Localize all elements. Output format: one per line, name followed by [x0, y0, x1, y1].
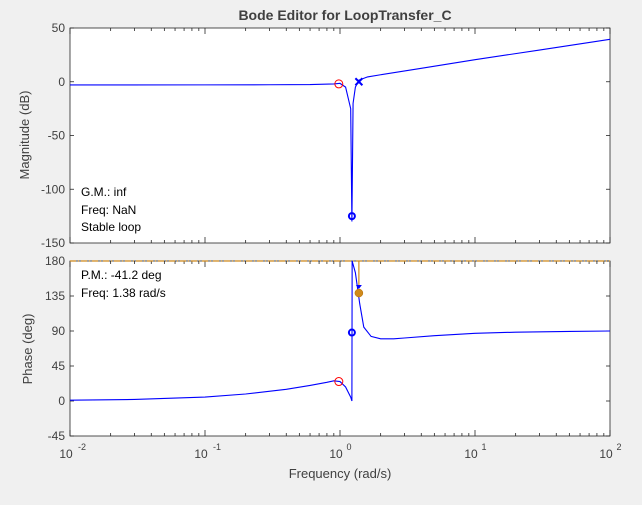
phase-margin-annotation: P.M.: -41.2 deg Freq: 1.38 rad/s: [81, 268, 166, 300]
stability-text: Stable loop: [81, 220, 141, 234]
ytick-label: -150: [41, 236, 65, 250]
xtick-label: 10 -2: [59, 442, 86, 461]
zero-marker[interactable]: [334, 79, 344, 89]
svg-text:10: 10: [464, 447, 478, 461]
phase-margin-text: P.M.: -41.2 deg: [81, 268, 162, 282]
xtick-label: 10 1: [464, 442, 486, 461]
ytick-label: 0: [58, 75, 65, 89]
ytick-label: -100: [41, 182, 65, 196]
phase-plot-area[interactable]: [69, 260, 611, 437]
magnitude-ticks: 50 0 -50 -100 -150: [41, 21, 611, 250]
svg-text:-2: -2: [78, 442, 86, 452]
svg-text:1: 1: [481, 442, 486, 452]
xtick-label: 10 -1: [194, 442, 221, 461]
svg-text:10: 10: [194, 447, 208, 461]
ytick-label: 180: [45, 254, 65, 268]
zero-marker[interactable]: [334, 377, 344, 387]
magnitude-markers: [334, 77, 364, 221]
magnitude-ylabel: Magnitude (dB): [17, 91, 32, 180]
ytick-label: -45: [48, 429, 66, 443]
notch-marker[interactable]: [347, 212, 356, 221]
series-line-0: [69, 38, 611, 222]
phase-markers: [334, 261, 364, 387]
magnitude-series: [69, 38, 611, 222]
ytick-label: 50: [52, 21, 66, 35]
frequency-xlabel: Frequency (rad/s): [289, 466, 392, 481]
ytick-label: 90: [52, 324, 66, 338]
svg-text:10: 10: [329, 447, 343, 461]
magnitude-plot-area[interactable]: [69, 27, 611, 244]
svg-text:10: 10: [59, 447, 73, 461]
ytick-label: 45: [52, 359, 66, 373]
svg-text:-1: -1: [213, 442, 221, 452]
gain-margin-freq-text: Freq: NaN: [81, 203, 136, 217]
phase-ylabel: Phase (deg): [20, 314, 35, 385]
notch-marker[interactable]: [347, 328, 356, 337]
phase-series: [69, 260, 611, 402]
gain-margin-text: G.M.: inf: [81, 185, 127, 199]
gain-margin-annotation: G.M.: inf Freq: NaN Stable loop: [81, 185, 141, 234]
magnitude-axes[interactable]: 50 0 -50 -100 -150 Magnitude (dB) G.M.: inf …: [17, 21, 611, 250]
svg-text:10: 10: [599, 447, 613, 461]
xtick-label: 10 2: [599, 442, 621, 461]
svg-text:0: 0: [346, 442, 351, 452]
ytick-label: -50: [48, 129, 66, 143]
ytick-label: 135: [45, 289, 65, 303]
pole-marker[interactable]: [354, 77, 364, 86]
chart-title: Bode Editor for LoopTransfer_C: [238, 7, 451, 23]
ytick-label: 0: [58, 394, 65, 408]
series-line-0: [69, 260, 611, 402]
svg-text:2: 2: [616, 442, 621, 452]
phase-margin-freq-text: Freq: 1.38 rad/s: [81, 286, 166, 300]
xtick-label: 10 0: [329, 442, 351, 461]
margin-marker[interactable]: [354, 261, 364, 298]
